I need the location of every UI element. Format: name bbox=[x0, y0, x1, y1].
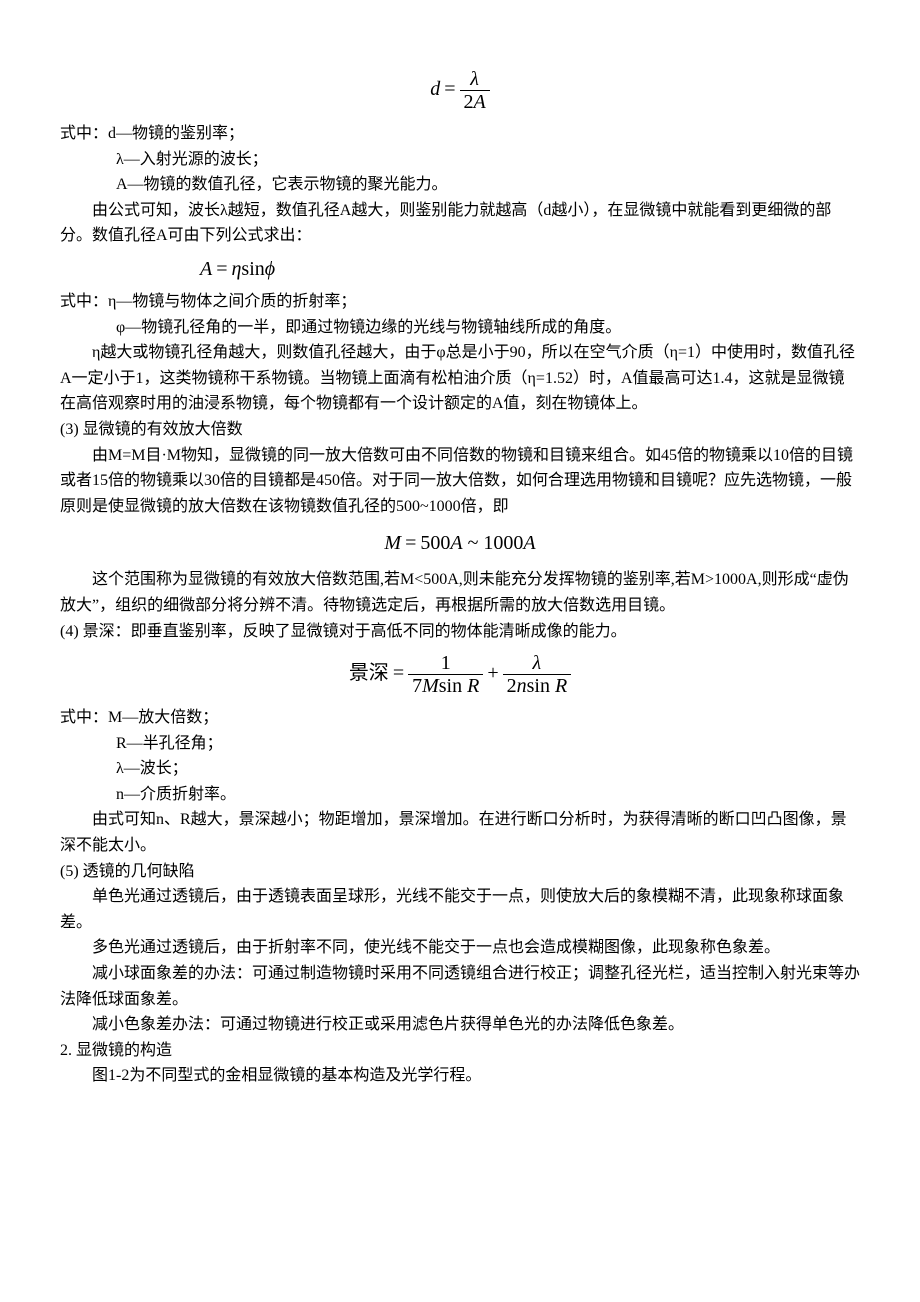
depth-label: 景深 bbox=[349, 662, 389, 684]
formula-d: d=λ2A bbox=[60, 68, 860, 113]
para-resolution: 由公式可知，波长λ越短，数值孔径A越大，则鉴别能力就越高（d越小），在显微镜中就… bbox=[60, 198, 860, 249]
page-container: d=λ2A 式中：d—物镜的鉴别率； λ—入射光源的波长； A—物镜的数值孔径，… bbox=[0, 0, 920, 1289]
formula-depth: 景深=17Msin R+λ2nsin R bbox=[60, 652, 860, 697]
heading-structure: 2. 显微镜的构造 bbox=[60, 1038, 860, 1064]
heading-magnification: (3) 显微镜的有效放大倍数 bbox=[60, 417, 860, 443]
def-lambda: λ—入射光源的波长； bbox=[60, 147, 860, 173]
para-magnification: 由M=M目·M物知，显微镜的同一放大倍数可由不同倍数的物镜和目镜来组合。如45倍… bbox=[60, 443, 860, 520]
def-n: n—介质折射率。 bbox=[60, 782, 860, 808]
heading-lens-defect: (5) 透镜的几何缺陷 bbox=[60, 859, 860, 885]
para-reduce-chromatic: 减小色象差办法：可通过物镜进行校正或采用滤色片获得单色光的办法降低色象差。 bbox=[60, 1012, 860, 1038]
para-depth-explain: 由式可知n、R越大，景深越小；物距增加，景深增加。在进行断口分析时，为获得清晰的… bbox=[60, 807, 860, 858]
para-chromatic: 多色光通过透镜后，由于折射率不同，使光线不能交于一点也会造成模糊图像，此现象称色… bbox=[60, 935, 860, 961]
para-reduce-spherical: 减小球面象差的办法：可通过制造物镜时采用不同透镜组合进行校正；调整孔径光栏，适当… bbox=[60, 961, 860, 1012]
formula-M: M=500A ~ 1000A bbox=[60, 527, 860, 559]
def-phi: φ—物镜孔径角的一半，即通过物镜边缘的光线与物镜轴线所成的角度。 bbox=[60, 315, 860, 341]
formula-A: A=ηsinϕ bbox=[60, 253, 860, 285]
para-eta-explain: η越大或物镜孔径角越大，则数值孔径越大，由于φ总是小于90，所以在空气介质（η=… bbox=[60, 340, 860, 417]
def-M: 式中：M—放大倍数； bbox=[60, 705, 860, 731]
def-R: R—半孔径角； bbox=[60, 731, 860, 757]
para-figure-ref: 图1-2为不同型式的金相显微镜的基本构造及光学行程。 bbox=[60, 1063, 860, 1089]
def-d: 式中：d—物镜的鉴别率； bbox=[60, 121, 860, 147]
def-eta: 式中：η—物镜与物体之间介质的折射率； bbox=[60, 289, 860, 315]
def-A: A—物镜的数值孔径，它表示物镜的聚光能力。 bbox=[60, 172, 860, 198]
def-lambda2: λ—波长； bbox=[60, 756, 860, 782]
para-M-range: 这个范围称为显微镜的有效放大倍数范围,若M<500A,则未能充分发挥物镜的鉴别率… bbox=[60, 567, 860, 618]
heading-depth: (4) 景深：即垂直鉴别率，反映了显微镜对于高低不同的物体能清晰成像的能力。 bbox=[60, 619, 860, 645]
para-spherical: 单色光通过透镜后，由于透镜表面呈球形，光线不能交于一点，则使放大后的象模糊不清，… bbox=[60, 884, 860, 935]
